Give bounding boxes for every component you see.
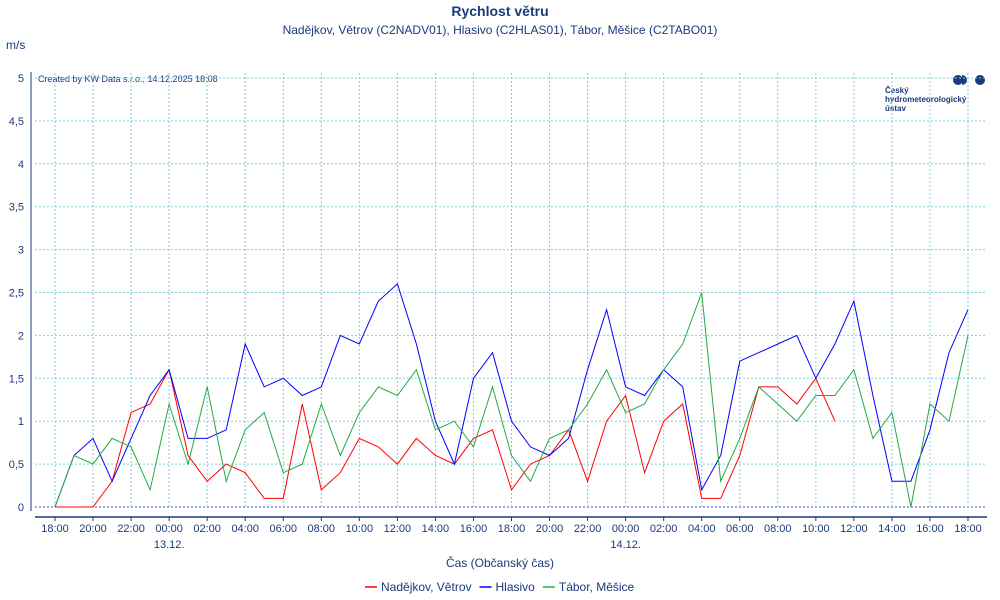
x-tick-label: 16:00 xyxy=(460,523,488,535)
x-tick-label: 02:00 xyxy=(193,523,221,535)
x-tick-label: 00:00 xyxy=(155,523,183,535)
y-tick-label: 1,5 xyxy=(9,373,24,385)
x-axis-title: Čas (Občanský čas) xyxy=(446,555,554,570)
series-lines xyxy=(54,283,969,508)
legend: Nadějkov, Větrov Hlasivo Tábor, Měšice xyxy=(365,580,635,594)
chmi-logo: Český hydrometeorologický ústav xyxy=(885,75,985,113)
x-tick-label: 20:00 xyxy=(79,523,107,535)
x-tick-label: 18:00 xyxy=(498,523,526,535)
logo-dot xyxy=(953,75,963,85)
x-axis: 18:00 20:00 22:00 00:00 02:00 04:00 06:00 08:00… xyxy=(35,516,987,551)
x-tick-label: 00:00 xyxy=(612,523,640,535)
x-tick-label: 22:00 xyxy=(574,523,602,535)
x-tick-label: 08:00 xyxy=(764,523,792,535)
y-tick-label: 4,5 xyxy=(9,116,24,128)
logo-half-dot xyxy=(962,75,967,85)
y-tick-label: 2,5 xyxy=(9,288,24,300)
y-axis-unit: m/s xyxy=(6,38,25,52)
y-tick-label: 0,5 xyxy=(9,459,24,471)
credit-text: Created by KW Data s.r.o., 14.12.2025 18… xyxy=(38,74,218,84)
x-tick-label: 22:00 xyxy=(117,523,145,535)
y-tick-label: 3 xyxy=(18,245,24,257)
series-line-hlasivo xyxy=(54,283,969,508)
x-tick-label: 10:00 xyxy=(802,523,830,535)
x-tick-label: 02:00 xyxy=(650,523,678,535)
logo-text-line: Český xyxy=(885,86,909,95)
y-tick-label: 5 xyxy=(18,73,24,85)
legend-label: Nadějkov, Větrov xyxy=(381,580,472,594)
x-tick-label: 10:00 xyxy=(346,523,374,535)
x-tick-label: 20:00 xyxy=(536,523,564,535)
legend-label: Hlasivo xyxy=(496,580,536,594)
y-tick-label: 1 xyxy=(18,416,24,428)
y-tick-label: 3,5 xyxy=(9,202,24,214)
x-tick-label: 12:00 xyxy=(840,523,868,535)
logo-dot xyxy=(975,75,985,85)
x-tick-label: 18:00 xyxy=(954,523,982,535)
chart-subtitle: Nadějkov, Větrov (C2NADV01), Hlasivo (C2… xyxy=(283,23,718,37)
x-tick-label: 14:00 xyxy=(422,523,450,535)
series-line-nad-jkov-v-trov xyxy=(55,368,836,508)
logo-text-line: hydrometeorologický xyxy=(885,95,967,104)
x-tick-label: 12:00 xyxy=(384,523,412,535)
x-tick-label: 04:00 xyxy=(231,523,259,535)
x-tick-label: 06:00 xyxy=(269,523,297,535)
x-tick-label: 14:00 xyxy=(878,523,906,535)
y-tick-label: 4 xyxy=(18,159,24,171)
y-tick-label: 2 xyxy=(18,330,24,342)
legend-label: Tábor, Měšice xyxy=(559,580,635,594)
x-tick-label: 04:00 xyxy=(688,523,716,535)
date-label: 14.12. xyxy=(610,539,641,551)
grid xyxy=(35,73,987,508)
series-line-t-bor-m-ice xyxy=(54,292,969,508)
date-label: 13.12. xyxy=(154,539,185,551)
x-tick-label: 18:00 xyxy=(41,523,69,535)
chart-title: Rychlost větru xyxy=(451,3,548,19)
y-tick-label: 0 xyxy=(18,502,24,514)
x-tick-label: 08:00 xyxy=(308,523,336,535)
x-tick-label: 16:00 xyxy=(916,523,944,535)
logo-text-line: ústav xyxy=(885,104,906,113)
y-axis: 0 0,5 1 1,5 2 2,5 3 3,5 4 4,5 5 xyxy=(9,72,32,514)
x-tick-label: 06:00 xyxy=(726,523,754,535)
